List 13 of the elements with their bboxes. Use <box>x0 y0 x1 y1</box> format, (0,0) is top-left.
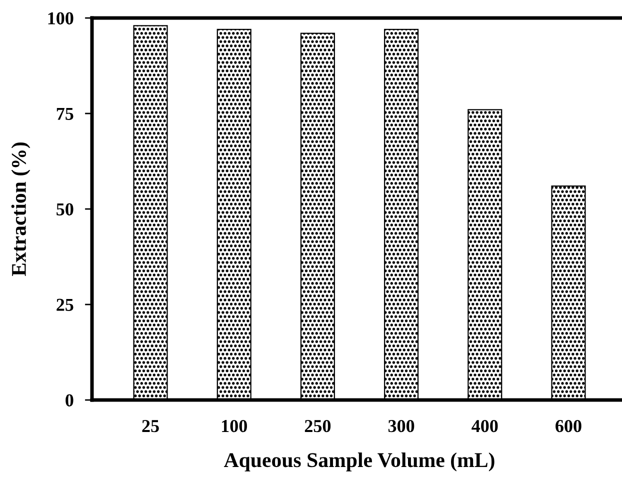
y-tick-label: 25 <box>56 298 74 311</box>
y-tick-label: 75 <box>56 108 74 120</box>
x-tick-label: 250 <box>304 420 331 432</box>
x-tick-label: 25 <box>142 420 159 432</box>
y-tick-label: 0 <box>66 394 74 406</box>
x-tick-label: 400 <box>472 420 498 432</box>
y-axis-title: Extraction (%) <box>11 142 30 276</box>
x-axis-title: Aqueous Sample Volume (mL) <box>224 452 494 472</box>
y-tick-label: 50 <box>56 203 74 216</box>
x-tick-label: 300 <box>388 420 414 432</box>
y-tick-label: 100 <box>48 12 74 24</box>
x-tick-label: 100 <box>222 420 247 432</box>
x-tick-label: 600 <box>556 420 582 432</box>
